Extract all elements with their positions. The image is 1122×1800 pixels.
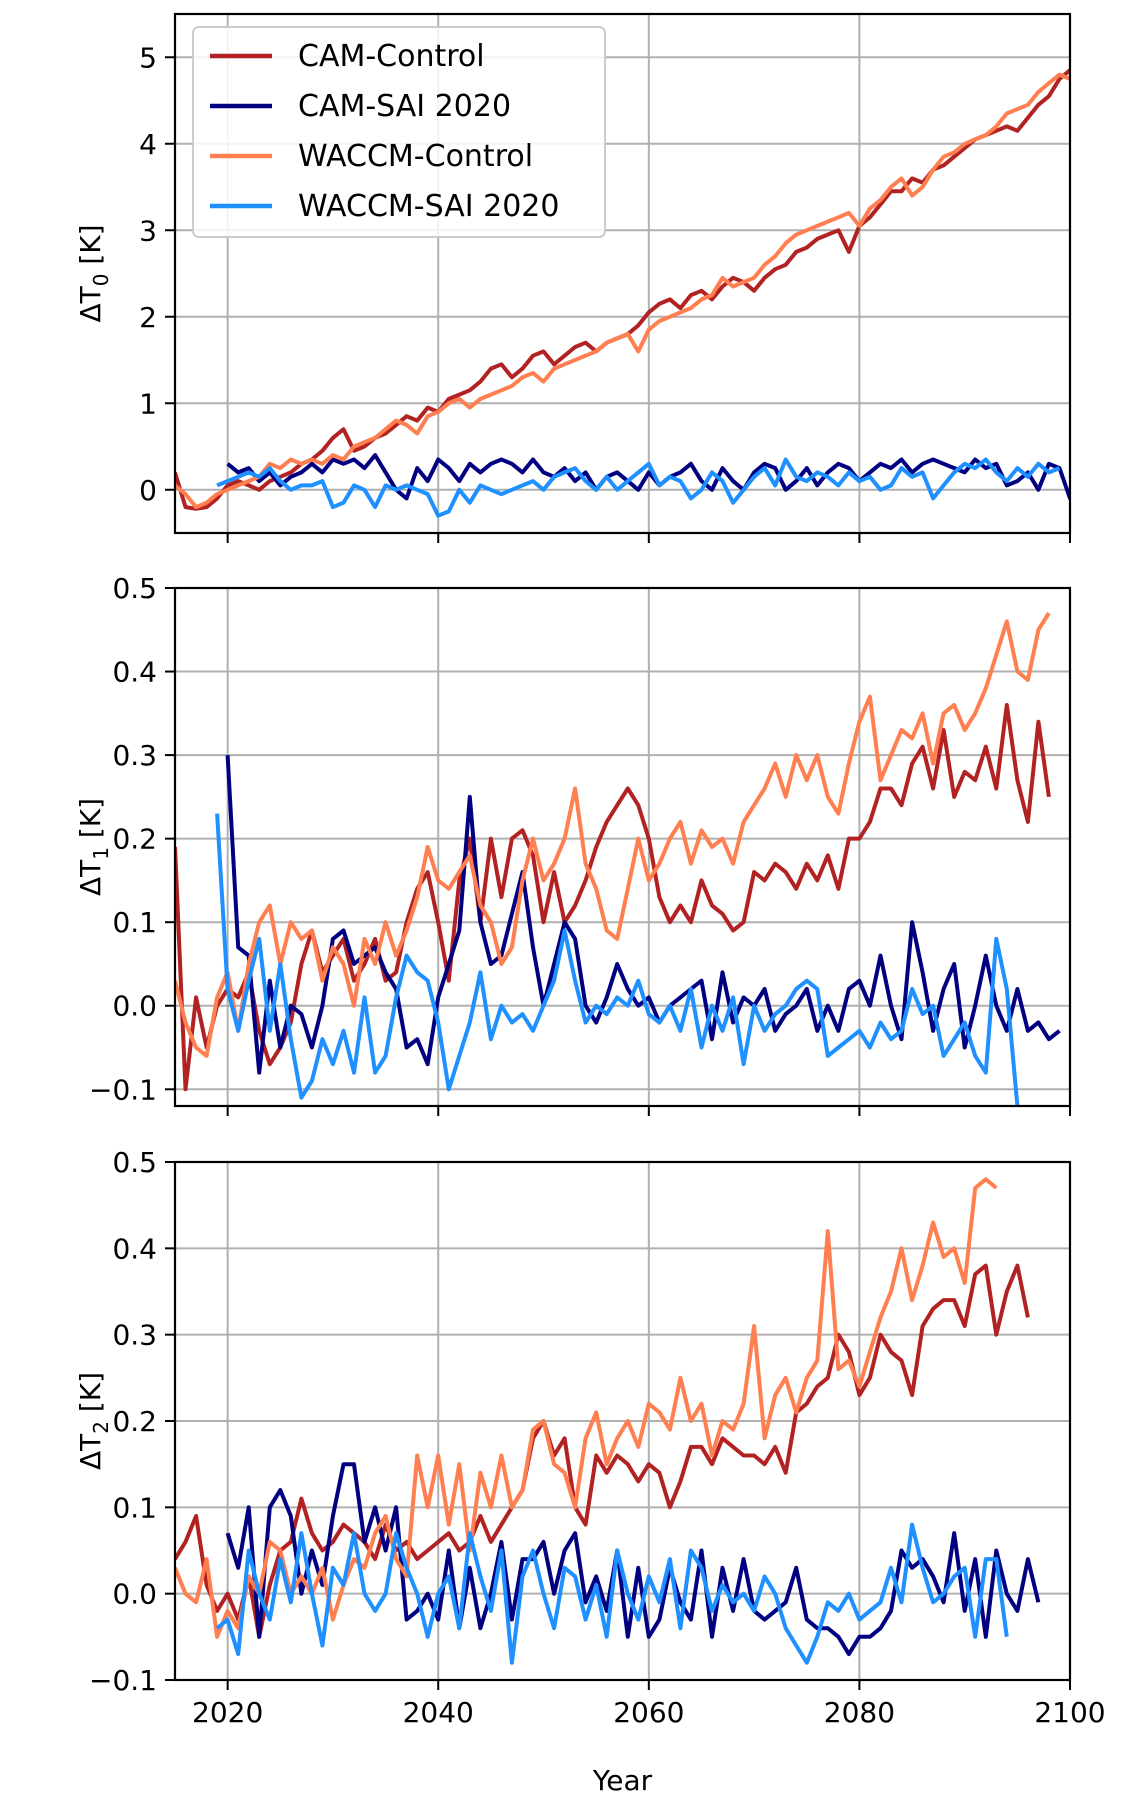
y-tick-label: 1 (139, 387, 157, 420)
series-line-waccm-control (175, 72, 1070, 510)
legend-box (192, 26, 606, 238)
y-tick-label: −0.1 (89, 1664, 157, 1697)
y-tick-label: 0.1 (112, 906, 157, 939)
panel-delta-t1: −0.1 0.0 0.1 0.2 0.3 0.4 0.5 ΔT1 [K] (74, 572, 1072, 1116)
y-tick-label: 3 (139, 214, 157, 247)
y-tick-label: 0.0 (112, 990, 157, 1023)
y-tick-label: 0.4 (112, 1232, 157, 1265)
x-tick-label: 2020 (192, 1696, 263, 1729)
legend-label: WACCM-Control (298, 139, 533, 174)
x-tick-label: 2080 (824, 1696, 895, 1729)
series-line-cam-sai-2020 (225, 754, 1061, 1075)
y-tick-label: 4 (139, 128, 157, 161)
y-tick-label: −0.1 (89, 1073, 157, 1106)
series-line-waccm-sai-2020 (216, 457, 1061, 518)
legend: CAM-Control CAM-SAI 2020 WACCM-Control WACC… (192, 26, 606, 238)
legend-label: CAM-Control (298, 39, 485, 74)
series-line-cam-sai-2020 (226, 453, 1070, 501)
axes-frame (173, 586, 1072, 1108)
y-tick-label: 0.2 (112, 823, 157, 856)
y-tick-label: 2 (139, 301, 157, 334)
y-tick-label: 0.4 (112, 656, 157, 689)
y-axis-label: ΔT0 [K] (74, 224, 113, 322)
x-tick-label: 2040 (403, 1696, 474, 1729)
x-tick-label: 2060 (613, 1696, 684, 1729)
series-line-cam-control (175, 1263, 1030, 1639)
x-tick-label: 2100 (1034, 1696, 1105, 1729)
y-tick-label: 0.5 (112, 1146, 157, 1179)
y-tick-label: 0 (139, 474, 157, 507)
y-tick-label: 0.1 (112, 1491, 157, 1524)
y-tick-label: 0.0 (112, 1578, 157, 1611)
legend-label: WACCM-SAI 2020 (298, 189, 559, 224)
y-tick-label: 5 (139, 41, 157, 74)
series-line-waccm-control (175, 612, 1051, 1058)
y-tick-label: 0.2 (112, 1405, 157, 1438)
series-line-waccm-sai-2020 (215, 1522, 1009, 1665)
series-line-waccm-sai-2020 (215, 813, 1020, 1106)
y-tick-label: 0.3 (112, 1319, 157, 1352)
y-axis-label: ΔT1 [K] (74, 798, 113, 896)
y-axis-label: ΔT2 [K] (74, 1372, 113, 1470)
y-tick-label: 0.5 (112, 572, 157, 605)
x-axis-label: Year (592, 1764, 653, 1797)
y-tick-label: 0.3 (112, 739, 157, 772)
legend-label: CAM-SAI 2020 (298, 89, 511, 124)
axes-frame (173, 12, 1072, 535)
panel-delta-t2: −0.1 0.0 0.1 0.2 0.3 0.4 0.5 2020 2040 2060 2080 21… (74, 1146, 1106, 1797)
series-line-cam-control (175, 67, 1070, 511)
